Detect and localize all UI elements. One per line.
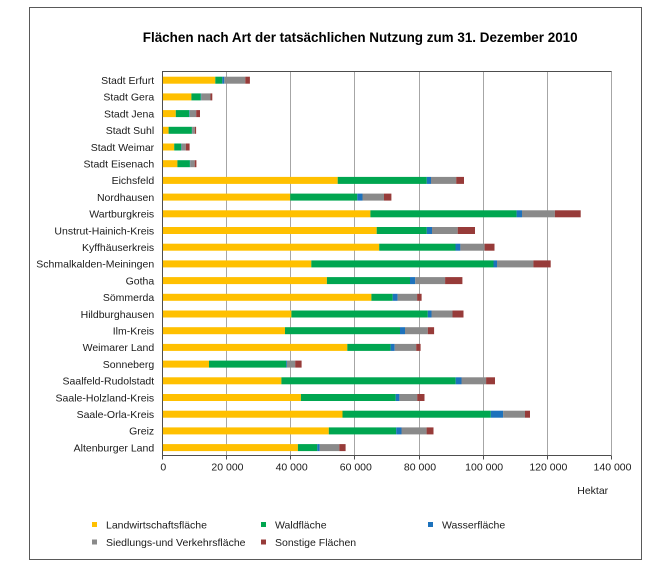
svg-text:Gotha: Gotha — [126, 275, 155, 287]
svg-text:Wasserfläche: Wasserfläche — [442, 519, 505, 531]
svg-text:60 000: 60 000 — [340, 462, 372, 474]
svg-text:Sonstige Flächen: Sonstige Flächen — [275, 537, 356, 549]
svg-text:100 000: 100 000 — [465, 462, 503, 474]
svg-text:Eichsfeld: Eichsfeld — [112, 175, 155, 187]
svg-text:Sömmerda: Sömmerda — [103, 292, 155, 304]
svg-text:Kyffhäuserkreis: Kyffhäuserkreis — [82, 242, 154, 254]
svg-text:Stadt Suhl: Stadt Suhl — [106, 125, 154, 137]
svg-text:0: 0 — [160, 462, 166, 474]
svg-text:Ilm-Kreis: Ilm-Kreis — [113, 326, 154, 338]
svg-text:Siedlungs-und Verkehrsfläche: Siedlungs-und Verkehrsfläche — [106, 537, 246, 549]
svg-text:120 000: 120 000 — [529, 462, 567, 474]
svg-text:Saale-Holzland-Kreis: Saale-Holzland-Kreis — [56, 392, 155, 404]
svg-text:Flächen nach Art der tatsächli: Flächen nach Art der tatsächlichen Nutzu… — [143, 30, 578, 45]
svg-text:Hildburghausen: Hildburghausen — [81, 309, 155, 321]
svg-text:Greiz: Greiz — [129, 426, 154, 438]
svg-text:Weimarer Land: Weimarer Land — [83, 342, 155, 354]
svg-text:Stadt Weimar: Stadt Weimar — [91, 142, 155, 154]
svg-text:20 000: 20 000 — [211, 462, 243, 474]
svg-text:Unstrut-Hainich-Kreis: Unstrut-Hainich-Kreis — [54, 225, 154, 237]
svg-text:Saale-Orla-Kreis: Saale-Orla-Kreis — [77, 409, 155, 421]
svg-text:Landwirtschaftsfläche: Landwirtschaftsfläche — [106, 519, 207, 531]
svg-text:Wartburgkreis: Wartburgkreis — [89, 209, 154, 221]
svg-text:40 000: 40 000 — [276, 462, 308, 474]
svg-text:80 000: 80 000 — [404, 462, 436, 474]
svg-text:Sonneberg: Sonneberg — [103, 359, 155, 371]
svg-text:Hektar: Hektar — [577, 485, 608, 497]
svg-text:Waldfläche: Waldfläche — [275, 519, 327, 531]
svg-text:Stadt Erfurt: Stadt Erfurt — [101, 75, 154, 87]
svg-text:Stadt Gera: Stadt Gera — [103, 92, 154, 104]
svg-text:Nordhausen: Nordhausen — [97, 192, 154, 204]
svg-text:Stadt Eisenach: Stadt Eisenach — [84, 159, 155, 171]
svg-text:Stadt Jena: Stadt Jena — [104, 108, 154, 120]
svg-text:Altenburger Land: Altenburger Land — [74, 442, 155, 454]
svg-text:140 000: 140 000 — [594, 462, 632, 474]
svg-text:Saalfeld-Rudolstadt: Saalfeld-Rudolstadt — [63, 376, 155, 388]
svg-text:Schmalkalden-Meiningen: Schmalkalden-Meiningen — [36, 259, 154, 271]
